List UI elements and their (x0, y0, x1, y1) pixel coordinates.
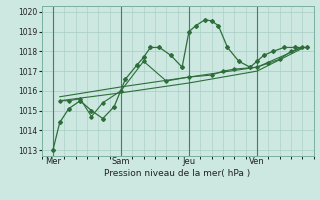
X-axis label: Pression niveau de la mer( hPa ): Pression niveau de la mer( hPa ) (104, 169, 251, 178)
